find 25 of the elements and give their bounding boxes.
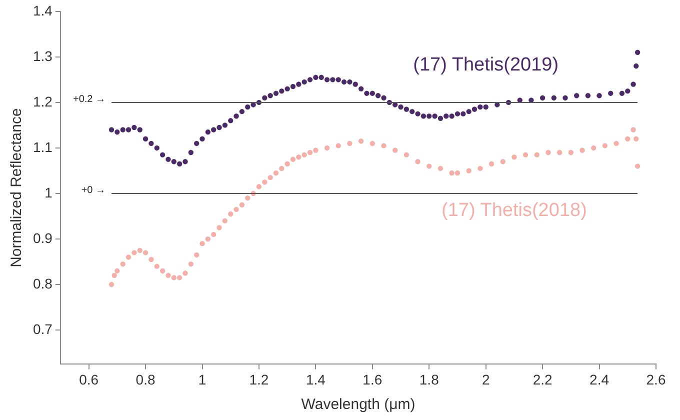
x-axis-title: Wavelength (μm) [301, 396, 416, 414]
y-tick-label: 1.2 [32, 93, 53, 110]
y-tick-label: 0.8 [32, 275, 53, 292]
x-tick-label: 1.2 [249, 371, 269, 388]
x-tick-label: 1.6 [362, 371, 382, 388]
y-tick-label: 1.4 [32, 2, 53, 18]
x-tick-label: 0.6 [79, 371, 99, 388]
x-tick-label: 2.6 [646, 371, 666, 388]
x-tick-label: 0.8 [136, 371, 156, 388]
ref-line-label: +0 → [81, 185, 106, 196]
y-tick-label: 0.7 [32, 320, 53, 337]
x-tick-label: 2 [482, 371, 490, 388]
x-tick-label: 1 [198, 371, 206, 388]
series-label: (17) Thetis(2019) [413, 54, 559, 76]
y-tick-label: 1 [44, 184, 53, 200]
x-tick-label: 2.4 [590, 371, 610, 388]
x-tick-label: 2.2 [532, 371, 553, 388]
y-tick-label: 0.9 [32, 230, 53, 246]
ref-line-label: +0.2 → [72, 94, 106, 106]
y-tick-label: 1.1 [32, 138, 53, 155]
series-label: (17) Thetis(2018) [442, 200, 587, 221]
x-tick-label: 1.8 [419, 371, 440, 388]
y-tick-label: 1.3 [32, 48, 53, 64]
x-tick-label: 1.4 [306, 371, 326, 388]
y-axis-title: Normalized Reflectance [8, 108, 26, 268]
